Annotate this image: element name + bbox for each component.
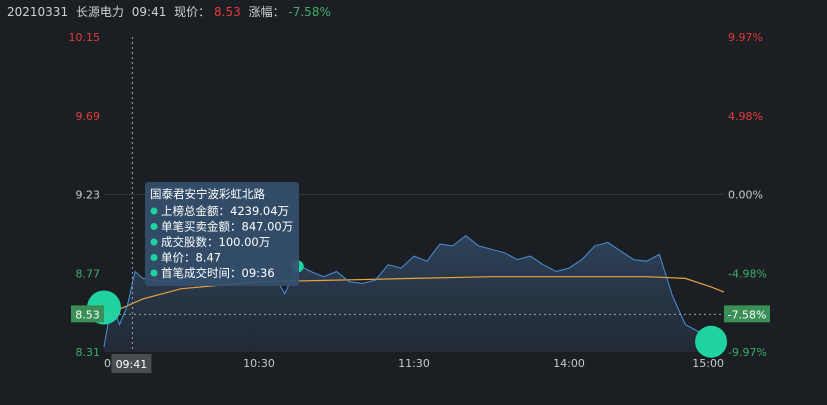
x-tick: 14:00: [553, 357, 585, 370]
header-change: -7.58%: [288, 5, 330, 19]
tooltip-row: 单笔买卖金额：847.00万: [161, 220, 293, 234]
crosshair-time-box: 09:41: [111, 354, 152, 373]
avg-line: [103, 276, 725, 317]
tooltip-bullet-icon: [150, 254, 158, 261]
y-tick-right: 9.97%: [728, 31, 763, 44]
x-tick: 15:00: [692, 357, 724, 370]
tooltip-row: 单价：8.47: [161, 251, 221, 265]
y-tick-left: 9.23: [76, 189, 101, 202]
header-price-label: 现价：: [174, 5, 210, 19]
trade-marker: [695, 325, 728, 358]
tooltip-row: 首笔成交时间：09:36: [161, 266, 275, 280]
crosshair-pct-box: -7.58%: [724, 305, 770, 323]
header-stock-name: 长源电力: [76, 5, 124, 19]
tooltip-bullet-icon: [150, 207, 158, 215]
x-tick: 10:30: [243, 357, 275, 370]
header-time: 09:41: [132, 5, 167, 19]
header-price: 8.53: [214, 5, 241, 19]
y-tick-left: 10.15: [69, 31, 101, 44]
price-area: [104, 235, 724, 352]
y-tick-right: -9.97%: [728, 346, 767, 359]
header-date: 20210331: [7, 5, 68, 19]
y-tick-left: 8.31: [76, 346, 101, 359]
header-change-label: 涨幅：: [249, 4, 285, 19]
tooltip-title: 国泰君安宁波彩虹北路: [150, 187, 265, 201]
y-tick-right: 0.00%: [728, 189, 763, 202]
crosshair-price-label: 8.53: [75, 308, 100, 321]
y-tick-left: 8.77: [76, 267, 101, 280]
y-tick-right: 4.98%: [728, 110, 763, 123]
tooltip-row: 成交股数：100.00万: [161, 235, 270, 249]
tooltip-box: [145, 182, 299, 286]
tooltip-row: 上榜总金额：4239.04万: [161, 204, 289, 218]
tooltip-bullet-icon: [150, 269, 158, 277]
tooltip-bullet-icon: [150, 238, 158, 246]
x-tick: 11:30: [398, 357, 430, 370]
y-tick-right: -4.98%: [728, 267, 767, 280]
crosshair-time-label: 09:41: [116, 358, 148, 371]
tooltip: 国泰君安宁波彩虹北路 上榜总金额：4239.04万单笔买卖金额：847.00万成…: [145, 182, 299, 286]
crosshair-price-box: 8.53: [71, 305, 104, 323]
y-tick-left: 9.69: [76, 110, 101, 123]
crosshair-pct-label: -7.58%: [728, 308, 767, 321]
tooltip-bullet-icon: [150, 223, 158, 230]
header-info: 20210331 长源电力 09:41 现价： 8.53 涨幅： -7.58%: [7, 4, 331, 19]
